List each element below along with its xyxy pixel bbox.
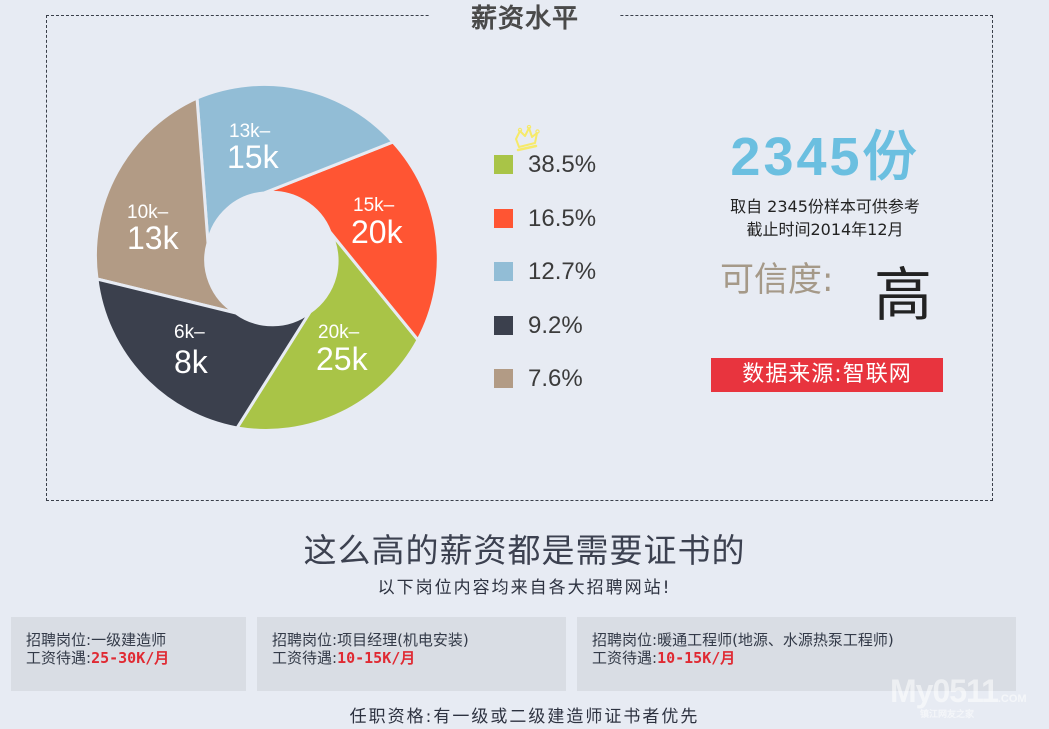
segment-label-top: 20k– [318,322,360,343]
legend-swatch [494,262,513,281]
legend-swatch [494,208,513,228]
donut-hole [208,203,328,323]
segment-label-bottom: 25k [316,341,369,377]
data-source-badge: 数据来源:智联网 [711,358,943,392]
section-headline: 这么高的薪资都是需要证书的 [303,531,746,570]
segment-10k-13k [93,96,238,315]
pay-value: 10-15K/月 [657,649,736,667]
page-title: 薪资水平 [470,4,579,34]
watermark: My0511.COM 镇江网友之家 [890,673,1027,720]
legend-label: 9.2% [528,311,583,339]
segment-6k-8k [95,277,312,430]
segment-label-bottom: 15k [227,139,280,175]
sample-count: 2345份 [730,127,920,187]
segment-label-bottom: 20k [351,214,404,250]
position-value: 暖通工程师(地源、水源热泵工程师) [657,631,894,649]
pay-label: 工资待遇: [26,649,92,667]
position-label: 招聘岗位: [592,631,658,649]
qualification-note: 任职资格:有一级或二级建造师证书者优先 [349,707,700,727]
pay-label: 工资待遇: [272,649,338,667]
legend-swatch [494,155,513,174]
position-label: 招聘岗位: [26,631,92,649]
section-subline: 以下岗位内容均来自各大招聘网站! [377,578,672,598]
legend-swatch [494,315,513,335]
segment-20k-25k [235,230,420,432]
segment-13k-15k [195,83,395,245]
sample-note: 取自 2345份样本可供参考 [730,197,920,216]
pay-value: 25-30K/月 [91,649,170,667]
segment-15k-20k [262,140,440,342]
credibility-value: 高 [874,261,933,329]
date-note: 截止时间2014年12月 [746,220,904,239]
credibility-label: 可信度: [720,260,834,300]
job-card: 招聘岗位:一级建造师 工资待遇:25-30K/月 [11,617,246,691]
legend-label: 16.5% [528,204,597,232]
segment-label-top: 6k– [174,322,205,343]
segment-label-bottom: 8k [174,344,209,380]
title-band: 薪资水平 [430,0,620,38]
watermark-logo: My0511 [890,673,999,709]
job-card: 招聘岗位:项目经理(机电安装) 工资待遇:10-15K/月 [257,617,566,691]
pay-label: 工资待遇: [592,649,658,667]
legend-swatch [494,369,513,388]
position-label: 招聘岗位: [272,631,338,649]
pay-value: 10-15K/月 [337,649,416,667]
segment-label-top: 15k– [353,195,395,216]
watermark-suffix: .COM [997,693,1027,705]
crown-icon [515,125,540,152]
job-card: 招聘岗位:暖通工程师(地源、水源热泵工程师) 工资待遇:10-15K/月 [577,617,1016,691]
segment-label-top: 10k– [127,202,169,223]
position-value: 一级建造师 [91,631,167,649]
position-value: 项目经理(机电安装) [337,631,469,649]
legend-label: 7.6% [528,365,583,392]
legend-label: 12.7% [528,258,597,285]
watermark-subtitle: 镇江网友之家 [920,709,975,719]
legend-label: 38.5% [528,151,597,178]
segment-label-top: 13k– [229,121,271,142]
segment-label-bottom: 13k [127,220,180,256]
